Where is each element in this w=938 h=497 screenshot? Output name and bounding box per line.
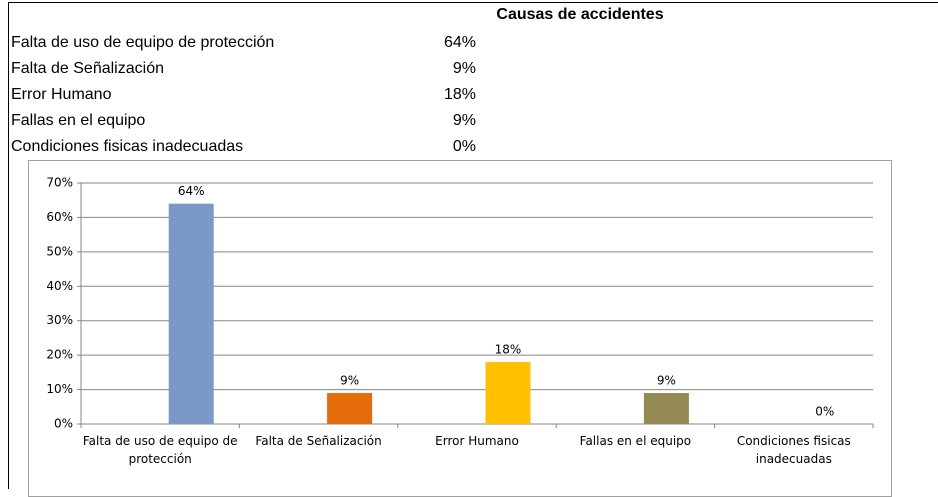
bar xyxy=(485,362,531,424)
y-tick-label: 60% xyxy=(46,210,73,224)
row-label: Error Humano xyxy=(11,86,112,103)
row-value: 18% xyxy=(443,86,476,103)
y-tick-label: 10% xyxy=(46,382,73,396)
data-label: 9% xyxy=(657,374,676,388)
row-value: 0% xyxy=(452,138,476,155)
table-title: Causas de accidentes xyxy=(496,6,664,23)
x-tick-label: Falta de Señalización xyxy=(255,434,382,448)
data-label: 9% xyxy=(340,374,359,388)
y-tick-label: 70% xyxy=(46,176,73,190)
x-tick-label: Fallas en el equipo xyxy=(579,434,692,448)
frame-line xyxy=(8,2,9,489)
bar xyxy=(327,393,373,424)
chart: 0% 10% 20% 30% 40% 50% 60% 70% 64% 9% 18% 9% 0% Falt… xyxy=(28,160,892,497)
y-tick-label: 50% xyxy=(46,244,73,258)
y-tick-label: 30% xyxy=(46,313,73,327)
y-tick-label: 20% xyxy=(46,348,73,362)
row-value: 9% xyxy=(452,112,476,129)
y-tick-label: 0% xyxy=(54,417,73,431)
x-tick-label: Condiciones fisicas inadecuadas xyxy=(736,434,851,466)
row-label: Fallas en el equipo xyxy=(11,112,146,129)
row-label: Falta de Señalización xyxy=(11,60,164,77)
row-label: Falta de uso de equipo de protección xyxy=(11,34,275,51)
row-label: Condiciones fisicas inadecuadas xyxy=(11,138,244,155)
bar xyxy=(643,393,689,424)
y-tick-label: 40% xyxy=(46,279,73,293)
row-value: 9% xyxy=(452,60,476,77)
x-tick-label: Falta de uso de equipo de protección xyxy=(82,434,238,466)
data-label: 18% xyxy=(495,343,522,357)
chart-svg: 0% 10% 20% 30% 40% 50% 60% 70% 64% 9% 18% 9% 0% xyxy=(46,176,874,431)
bar xyxy=(168,203,214,424)
data-label: 0% xyxy=(815,405,834,419)
row-value: 64% xyxy=(443,34,476,51)
frame-line xyxy=(8,2,938,3)
x-tick-label: Error Humano xyxy=(435,434,519,448)
data-label: 64% xyxy=(178,184,205,198)
